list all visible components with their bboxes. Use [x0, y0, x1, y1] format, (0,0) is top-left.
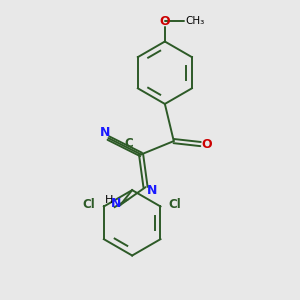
- Text: C: C: [124, 137, 133, 150]
- Text: Cl: Cl: [83, 198, 95, 211]
- Text: N: N: [111, 197, 121, 210]
- Text: H: H: [105, 195, 113, 205]
- Text: N: N: [147, 184, 157, 197]
- Text: N: N: [100, 126, 110, 139]
- Text: O: O: [201, 138, 212, 151]
- Text: Cl: Cl: [169, 198, 182, 211]
- Text: O: O: [160, 15, 170, 28]
- Text: CH₃: CH₃: [186, 16, 205, 26]
